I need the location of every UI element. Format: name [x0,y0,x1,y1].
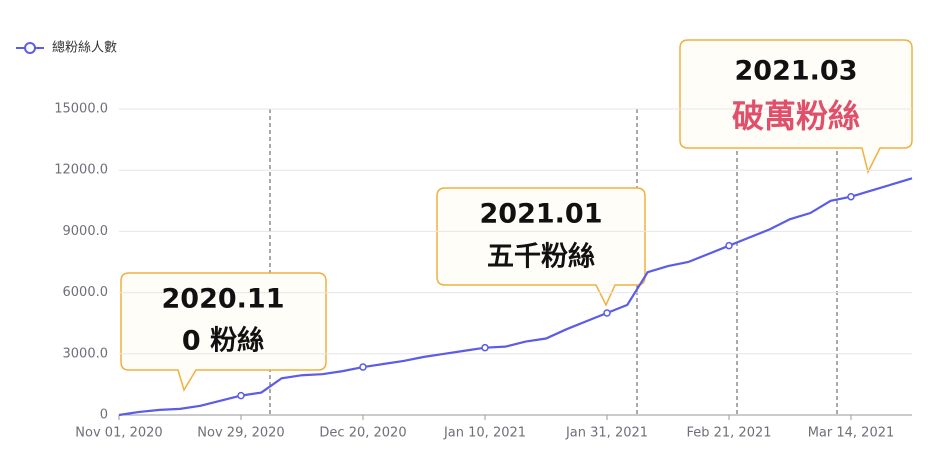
annotation-text: 五千粉絲 [487,241,595,273]
point-marker [603,309,611,317]
point-marker [847,192,855,201]
y-tick-label: 0 [100,408,108,423]
series-line [118,177,913,417]
annotation-text: 0 粉絲 [182,325,264,357]
legend-marker [24,42,36,54]
y-tick-label: 9000.0 [63,224,109,239]
annotation-title: 2021.03 [735,56,858,87]
y-tick-label: 3000.0 [63,346,109,361]
point-marker [725,241,733,250]
y-tick-label: 6000.0 [63,285,109,300]
annotation-text: 破萬粉絲 [732,97,860,135]
x-tick-label: Feb 21, 2021 [686,426,771,441]
y-tick-label: 12000.0 [54,163,108,178]
point-marker [359,363,367,371]
y-tick-label: 15000.0 [54,102,108,117]
x-tick-label: Jan 31, 2021 [565,426,648,441]
x-tick-label: Nov 01, 2020 [75,426,162,441]
point-marker [237,391,245,400]
annotation-title: 2021.01 [480,199,603,230]
point-marker [481,343,489,352]
x-tick-label: Nov 29, 2020 [197,426,284,441]
x-tick-label: Mar 14, 2021 [808,426,895,441]
x-tick-label: Jan 10, 2021 [443,426,526,441]
x-tick-label: Dec 20, 2020 [319,426,406,441]
callout [120,39,913,392]
legend-label: 總粉絲人數 [52,40,117,56]
annotation-title: 2020.11 [162,284,285,315]
